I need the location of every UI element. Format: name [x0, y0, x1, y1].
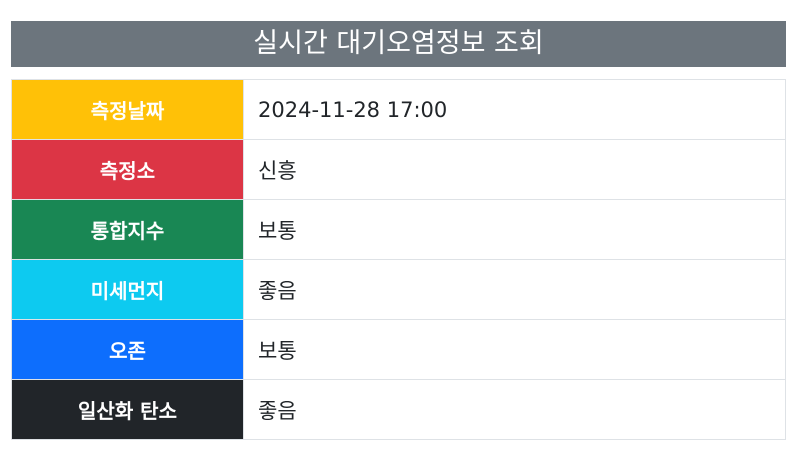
measure-date-label: 측정날짜	[11, 79, 244, 140]
station-value: 신흥	[243, 139, 786, 200]
integrated-index-label: 통합지수	[11, 199, 244, 260]
table-row-fine-dust: 미세먼지 좋음	[11, 259, 786, 320]
table-row-station: 측정소 신흥	[11, 139, 786, 200]
ozone-value: 보통	[243, 319, 786, 380]
fine-dust-value: 좋음	[243, 259, 786, 320]
measure-date-value: 2024-11-28 17:00	[243, 79, 786, 140]
table-row-integrated-index: 통합지수 보통	[11, 199, 786, 260]
integrated-index-value: 보통	[243, 199, 786, 260]
table-row-ozone: 오존 보통	[11, 319, 786, 380]
air-quality-table: 측정날짜 2024-11-28 17:00 측정소 신흥 통합지수 보통 미세먼…	[11, 79, 786, 440]
page-title: 실시간 대기오염정보 조회	[11, 21, 786, 67]
carbon-monoxide-label: 일산화 탄소	[11, 379, 244, 440]
carbon-monoxide-value: 좋음	[243, 379, 786, 440]
station-label: 측정소	[11, 139, 244, 200]
table-row-carbon-monoxide: 일산화 탄소 좋음	[11, 379, 786, 440]
table-row-measure-date: 측정날짜 2024-11-28 17:00	[11, 79, 786, 140]
ozone-label: 오존	[11, 319, 244, 380]
fine-dust-label: 미세먼지	[11, 259, 244, 320]
